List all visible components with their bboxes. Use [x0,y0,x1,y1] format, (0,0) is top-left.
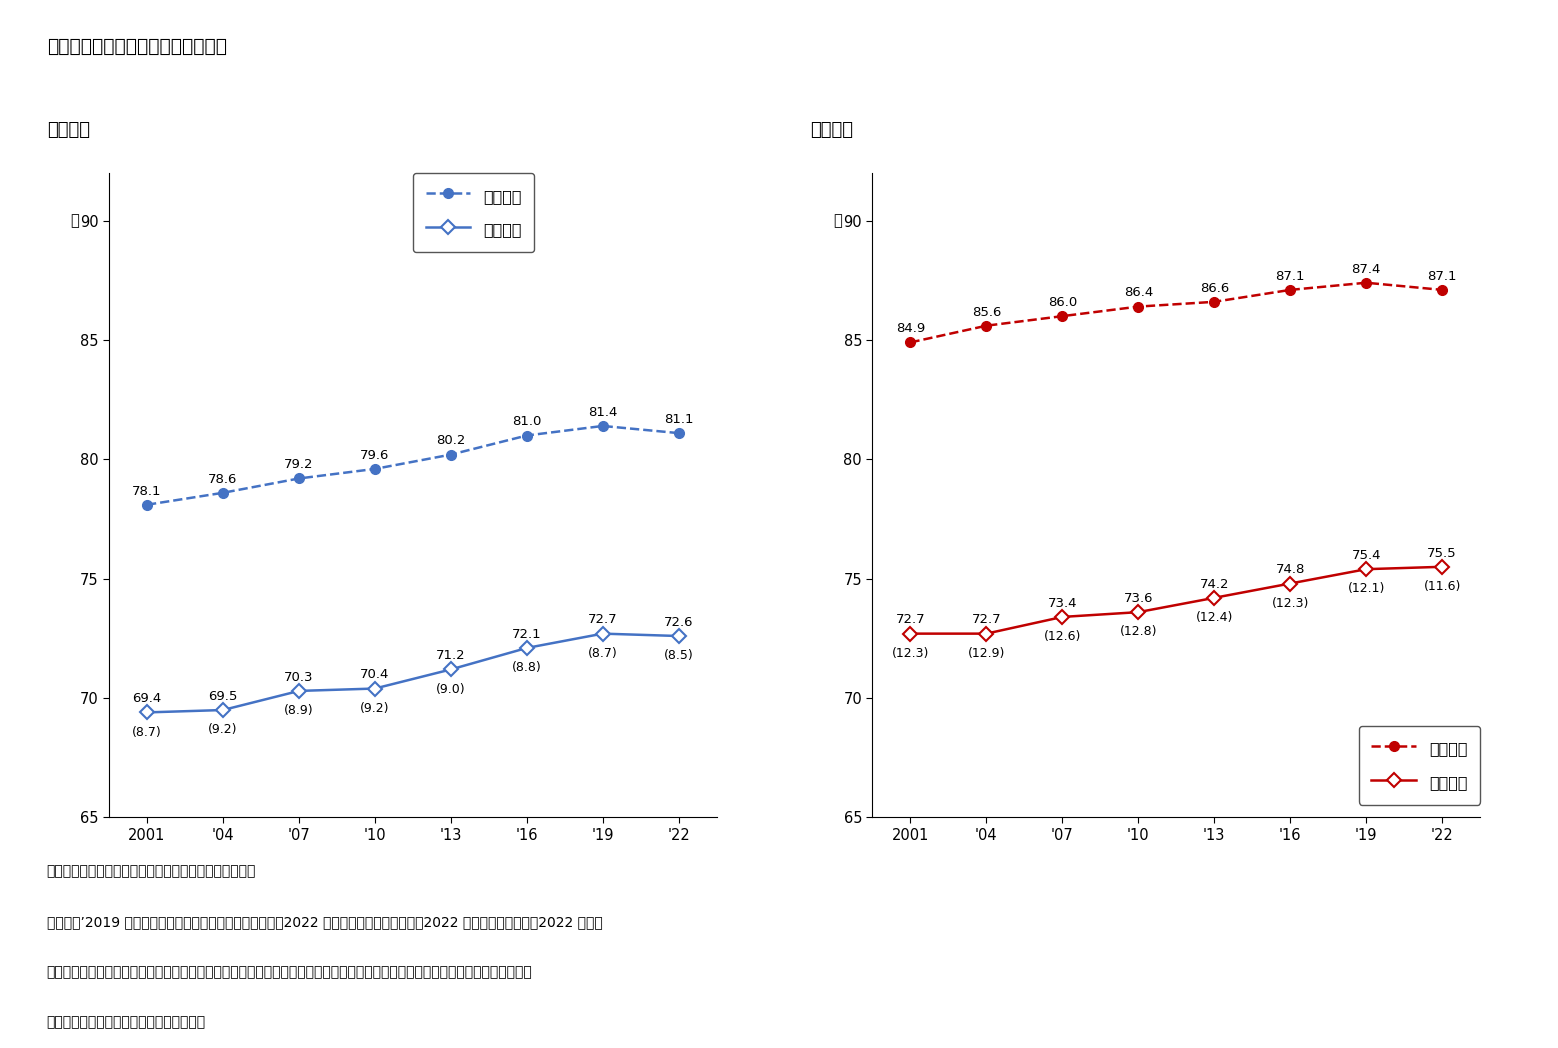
Text: 86.0: 86.0 [1047,296,1077,309]
Legend: 平均寿命, 健康寿命: 平均寿命, 健康寿命 [1359,725,1480,805]
Text: （注）　（　）内の数値は、平均寿命と健康寿命の差。: （注） （ ）内の数値は、平均寿命と健康寿命の差。 [47,865,256,878]
Text: 【男性】: 【男性】 [47,121,90,138]
Text: (12.4): (12.4) [1195,611,1232,624]
Text: (8.9): (8.9) [284,704,313,717]
Text: 80.2: 80.2 [436,435,466,447]
Text: 86.4: 86.4 [1123,286,1153,300]
Text: (8.5): (8.5) [664,649,693,662]
Text: 72.7: 72.7 [972,613,1002,627]
Text: (9.0): (9.0) [436,682,466,696]
Text: 81.1: 81.1 [664,413,693,425]
Text: 75.4: 75.4 [1351,549,1380,562]
Text: 85.6: 85.6 [972,306,1002,319]
Text: 79.2: 79.2 [284,458,313,472]
Text: 81.4: 81.4 [587,406,617,419]
Text: 87.4: 87.4 [1351,263,1380,276]
Legend: 平均寿命, 健康寿命: 平均寿命, 健康寿命 [413,173,534,252]
Text: 78.1: 78.1 [132,484,162,498]
Text: 84.9: 84.9 [896,322,925,335]
Text: 年: 年 [70,213,79,228]
Text: 72.6: 72.6 [664,616,693,629]
Text: 75.5: 75.5 [1427,547,1457,560]
Text: (9.2): (9.2) [209,723,238,736]
Text: (12.3): (12.3) [1271,596,1309,610]
Text: 86.6: 86.6 [1200,282,1229,294]
Text: 年: 年 [834,213,843,228]
Text: 図表１　平均寿命と健康寿命の推移: 図表１ 平均寿命と健康寿命の推移 [47,37,227,56]
Text: 79.6: 79.6 [360,449,390,462]
Text: 72.7: 72.7 [896,613,925,627]
Text: 73.6: 73.6 [1123,592,1153,605]
Text: (12.3): (12.3) [891,647,929,660]
Text: 74.8: 74.8 [1276,564,1306,576]
Text: 87.1: 87.1 [1276,269,1306,283]
Text: (9.2): (9.2) [360,702,390,715]
Text: 71.2: 71.2 [436,650,466,662]
Text: (8.7): (8.7) [132,725,162,739]
Text: 生活基礎調査」を使って、厚生労働科学研究「健康寿命における将来予測と生活習慣病対策の費用対効果に関する研究」に: 生活基礎調査」を使って、厚生労働科学研究「健康寿命における将来予測と生活習慣病対… [47,965,533,979]
Text: 72.1: 72.1 [513,628,542,640]
Text: (12.8): (12.8) [1120,626,1158,638]
Text: 74.2: 74.2 [1200,577,1229,591]
Text: 70.4: 70.4 [360,669,390,681]
Text: 69.5: 69.5 [209,690,238,703]
Text: 【女性】: 【女性】 [810,121,854,138]
Text: (11.6): (11.6) [1424,580,1461,593]
Text: よる計算法で筆者が計算したもの。: よる計算法で筆者が計算したもの。 [47,1016,206,1029]
Text: 87.1: 87.1 [1427,269,1457,283]
Text: 78.6: 78.6 [209,473,238,485]
Text: (12.1): (12.1) [1348,583,1385,595]
Text: （資料）’2019 年までの健康寿命は厚生労働省資料より。2022 年健康寿命は厚生労働省「2022 年簡易生命表」と「2022 年国民: （資料）’2019 年までの健康寿命は厚生労働省資料より。2022 年健康寿命は… [47,915,603,929]
Text: (8.7): (8.7) [587,647,617,660]
Text: (8.8): (8.8) [513,661,542,674]
Text: (12.6): (12.6) [1044,630,1081,643]
Text: (12.9): (12.9) [968,647,1005,660]
Text: 81.0: 81.0 [513,415,542,429]
Text: 69.4: 69.4 [132,693,162,705]
Text: 70.3: 70.3 [284,671,313,683]
Text: 72.7: 72.7 [587,613,617,627]
Text: 73.4: 73.4 [1047,596,1077,610]
